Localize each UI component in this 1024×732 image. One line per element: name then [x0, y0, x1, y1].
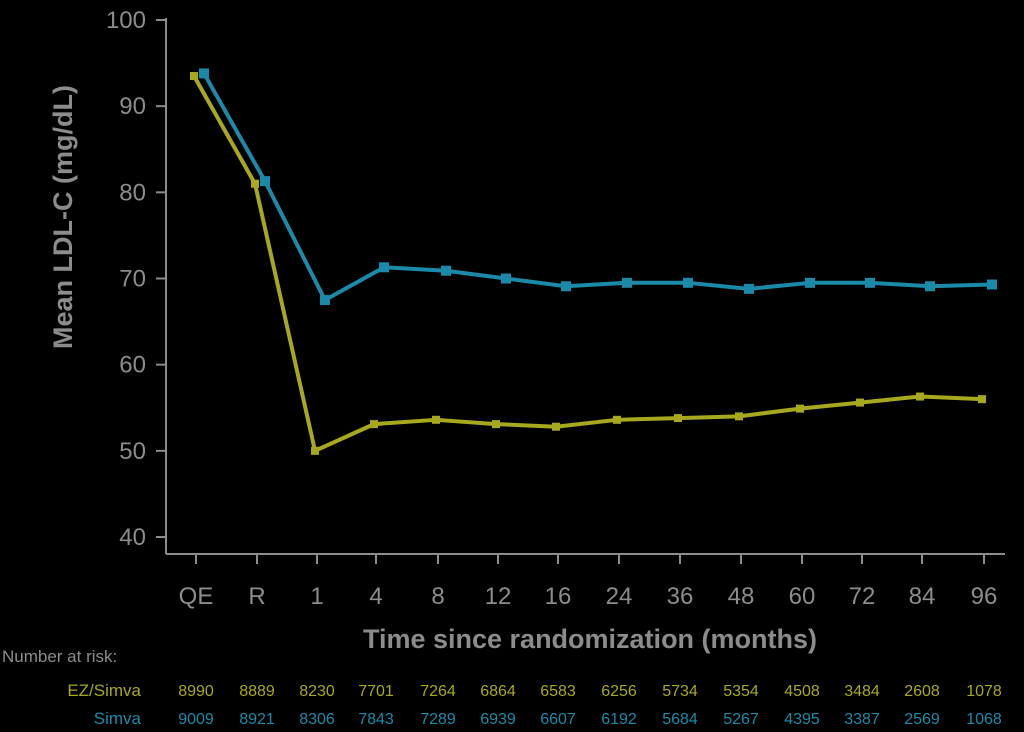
risk-value: 6192	[601, 711, 637, 728]
risk-table: Number at risk: EZ/Simva 8990 8889 8230 7701…	[2, 647, 1002, 728]
data-point	[856, 398, 864, 407]
risk-value: 1078	[966, 683, 1002, 700]
risk-value: 6939	[480, 711, 516, 728]
data-point	[260, 176, 270, 187]
data-point	[552, 422, 560, 431]
risk-value: 4508	[784, 683, 820, 700]
series-layer	[190, 68, 997, 455]
data-point	[379, 262, 389, 273]
risk-value: 8990	[178, 683, 214, 700]
y-tick-label: 50	[119, 438, 146, 465]
risk-value: 2569	[904, 711, 940, 728]
risk-value: 7701	[358, 683, 394, 700]
data-point	[432, 415, 440, 424]
risk-value: 8306	[299, 711, 335, 728]
series-ez-simva	[190, 72, 986, 455]
risk-value: 4395	[784, 711, 820, 728]
x-tick-label: 36	[667, 583, 694, 610]
x-tick-label: 24	[606, 583, 633, 610]
data-point	[320, 295, 330, 306]
risk-value: 5354	[723, 683, 759, 700]
risk-value: 6864	[480, 683, 516, 700]
x-tick-label: 4	[369, 583, 382, 610]
y-axis-title: Mean LDL-C (mg/dL)	[48, 85, 78, 349]
data-point	[199, 68, 209, 79]
data-point	[735, 412, 743, 421]
series-line	[192, 75, 983, 453]
x-tick-label: 12	[485, 583, 512, 610]
risk-value: 9009	[178, 711, 214, 728]
risk-value: 8230	[299, 683, 335, 700]
data-point	[865, 277, 875, 288]
risk-value: 2608	[904, 683, 940, 700]
risk-row-label: Simva	[94, 709, 142, 728]
risk-value: 7843	[358, 711, 394, 728]
y-tick-label: 100	[106, 7, 146, 34]
data-point	[916, 392, 924, 401]
x-tick-label: 60	[789, 583, 816, 610]
data-point	[251, 179, 259, 188]
data-point	[190, 72, 198, 81]
risk-value: 7264	[420, 683, 456, 700]
data-point	[978, 395, 986, 404]
x-tick-label: 1	[310, 583, 323, 610]
x-tick-label: R	[248, 583, 265, 610]
x-tick-label: 72	[849, 583, 876, 610]
y-tick-label: 40	[119, 524, 146, 551]
y-tick-label: 60	[119, 352, 146, 379]
y-tick-label: 80	[119, 179, 146, 206]
x-tick-label: 96	[971, 583, 998, 610]
data-point	[744, 283, 754, 294]
risk-value: 3387	[844, 711, 880, 728]
series-simva	[199, 68, 997, 306]
risk-value: 5267	[723, 711, 759, 728]
data-point	[925, 281, 935, 292]
data-point	[622, 277, 632, 288]
data-point	[613, 415, 621, 424]
data-point	[796, 404, 804, 413]
risk-value: 6607	[540, 711, 576, 728]
risk-value: 6256	[601, 683, 637, 700]
risk-value: 3484	[844, 683, 880, 700]
data-point	[501, 273, 511, 284]
y-tick-label: 70	[119, 266, 146, 293]
x-tick-label: 16	[545, 583, 572, 610]
x-tick-label: 84	[909, 583, 936, 610]
risk-value: 5684	[662, 711, 698, 728]
risk-value: 5734	[662, 683, 698, 700]
data-point	[987, 279, 997, 290]
data-point	[311, 446, 319, 455]
x-axis-title: Time since randomization (months)	[363, 624, 817, 654]
data-point	[683, 277, 693, 288]
data-point	[441, 265, 451, 276]
x-tick-label: 48	[728, 583, 755, 610]
x-tick-label: 8	[431, 583, 444, 610]
risk-value: 8889	[239, 683, 275, 700]
data-point	[805, 277, 815, 288]
risk-row-label: EZ/Simva	[67, 681, 141, 700]
risk-value: 6583	[540, 683, 576, 700]
data-point	[492, 420, 500, 429]
y-tick-label: 90	[119, 93, 146, 120]
data-point	[561, 281, 571, 292]
x-tick-label: QE	[179, 583, 214, 610]
data-point	[370, 420, 378, 429]
data-point	[674, 414, 682, 423]
risk-value: 8921	[239, 711, 275, 728]
risk-value: 7289	[420, 711, 456, 728]
risk-value: 1068	[966, 711, 1002, 728]
risk-table-title: Number at risk:	[2, 647, 117, 666]
series-line	[202, 72, 993, 303]
